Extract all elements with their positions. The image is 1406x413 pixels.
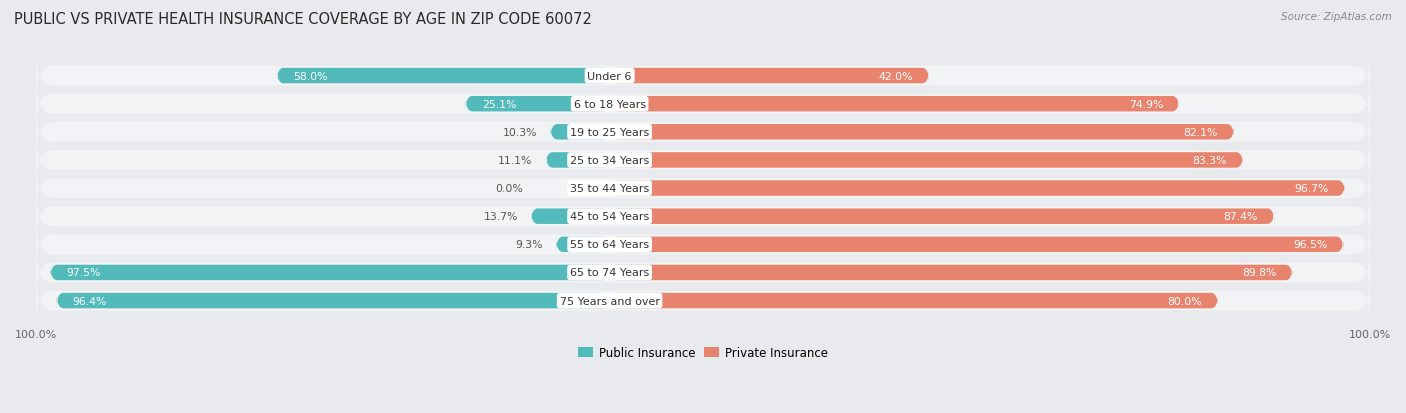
Text: 25 to 34 Years: 25 to 34 Years	[569, 156, 650, 166]
FancyBboxPatch shape	[37, 277, 1369, 325]
FancyBboxPatch shape	[37, 109, 1369, 156]
FancyBboxPatch shape	[277, 69, 610, 84]
Text: 75 Years and over: 75 Years and over	[560, 296, 659, 306]
Text: 74.9%: 74.9%	[1129, 100, 1163, 109]
Text: 96.7%: 96.7%	[1295, 184, 1329, 194]
Text: 97.5%: 97.5%	[66, 268, 101, 278]
FancyBboxPatch shape	[610, 237, 1343, 252]
FancyBboxPatch shape	[531, 209, 610, 224]
Text: 87.4%: 87.4%	[1223, 212, 1258, 222]
Text: Source: ZipAtlas.com: Source: ZipAtlas.com	[1281, 12, 1392, 22]
FancyBboxPatch shape	[37, 249, 1369, 297]
FancyBboxPatch shape	[37, 137, 1369, 184]
Text: 10.3%: 10.3%	[503, 128, 537, 138]
Text: 65 to 74 Years: 65 to 74 Years	[569, 268, 650, 278]
FancyBboxPatch shape	[37, 221, 1369, 268]
FancyBboxPatch shape	[610, 153, 1243, 168]
Legend: Public Insurance, Private Insurance: Public Insurance, Private Insurance	[574, 342, 832, 364]
FancyBboxPatch shape	[56, 293, 610, 309]
Text: 19 to 25 Years: 19 to 25 Years	[569, 128, 650, 138]
FancyBboxPatch shape	[51, 265, 610, 280]
Text: 58.0%: 58.0%	[292, 71, 328, 81]
FancyBboxPatch shape	[37, 193, 1369, 240]
Text: PUBLIC VS PRIVATE HEALTH INSURANCE COVERAGE BY AGE IN ZIP CODE 60072: PUBLIC VS PRIVATE HEALTH INSURANCE COVER…	[14, 12, 592, 27]
Text: 13.7%: 13.7%	[484, 212, 517, 222]
FancyBboxPatch shape	[37, 52, 1369, 100]
FancyBboxPatch shape	[610, 209, 1274, 224]
FancyBboxPatch shape	[37, 165, 1369, 212]
Text: 45 to 54 Years: 45 to 54 Years	[569, 212, 650, 222]
FancyBboxPatch shape	[610, 293, 1218, 309]
Text: 42.0%: 42.0%	[879, 71, 912, 81]
FancyBboxPatch shape	[546, 153, 610, 168]
Text: 96.4%: 96.4%	[73, 296, 107, 306]
Text: 0.0%: 0.0%	[495, 184, 523, 194]
FancyBboxPatch shape	[610, 265, 1292, 280]
Text: 83.3%: 83.3%	[1192, 156, 1227, 166]
Text: Under 6: Under 6	[588, 71, 631, 81]
Text: 6 to 18 Years: 6 to 18 Years	[574, 100, 645, 109]
Text: 9.3%: 9.3%	[516, 240, 543, 250]
Text: 82.1%: 82.1%	[1184, 128, 1218, 138]
Text: 35 to 44 Years: 35 to 44 Years	[569, 184, 650, 194]
Text: 11.1%: 11.1%	[498, 156, 533, 166]
FancyBboxPatch shape	[610, 125, 1234, 140]
FancyBboxPatch shape	[551, 125, 610, 140]
FancyBboxPatch shape	[610, 181, 1344, 196]
Text: 96.5%: 96.5%	[1294, 240, 1327, 250]
Text: 80.0%: 80.0%	[1167, 296, 1202, 306]
FancyBboxPatch shape	[610, 97, 1180, 112]
FancyBboxPatch shape	[557, 237, 610, 252]
FancyBboxPatch shape	[610, 69, 929, 84]
FancyBboxPatch shape	[37, 81, 1369, 128]
Text: 55 to 64 Years: 55 to 64 Years	[569, 240, 650, 250]
FancyBboxPatch shape	[465, 97, 610, 112]
Text: 89.8%: 89.8%	[1241, 268, 1277, 278]
Text: 25.1%: 25.1%	[482, 100, 516, 109]
